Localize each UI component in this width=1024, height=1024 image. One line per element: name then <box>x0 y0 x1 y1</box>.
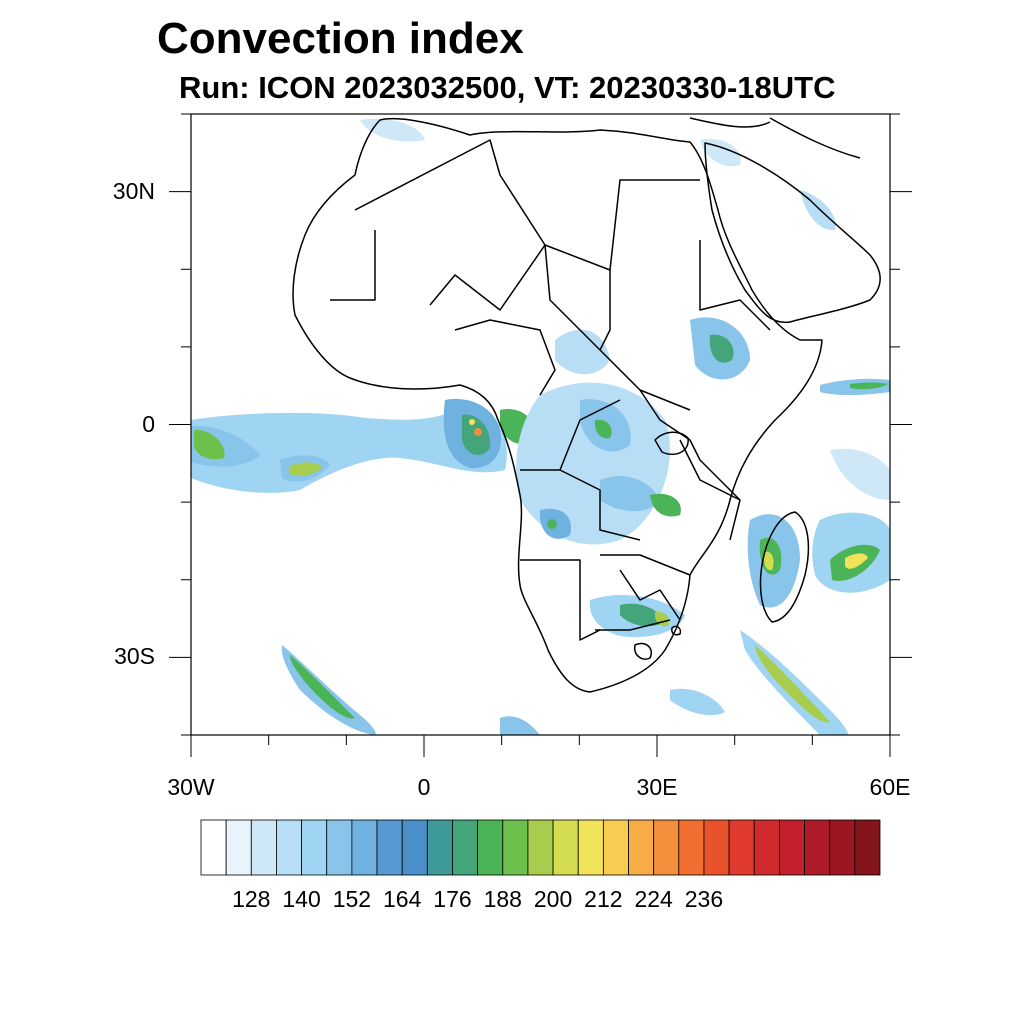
lon-tick-label: 30W <box>167 774 215 800</box>
colorbar-swatch <box>854 819 881 876</box>
colorbar-swatch <box>426 819 453 876</box>
africa-coastline <box>292 117 823 693</box>
colorbar-label: 236 <box>684 886 724 912</box>
colorbar-label: 176 <box>433 886 472 912</box>
colorbar-label: 128 <box>232 886 271 912</box>
map-subtitle: Run: ICON 2023032500, VT: 20230330-18UTC <box>179 70 836 105</box>
colorbar-swatch <box>527 819 554 876</box>
lon-tick-label: 30E <box>636 774 678 800</box>
arabia-coastline <box>704 142 881 324</box>
field-southwest-band <box>281 645 376 735</box>
colorbar-label: 188 <box>483 886 522 912</box>
colorbar-swatch <box>477 819 504 876</box>
colorbar-swatch <box>804 819 831 876</box>
colorbar-label: 200 <box>533 886 573 912</box>
field-atlantic-band <box>191 405 507 493</box>
colorbar-swatch <box>250 819 277 876</box>
lon-tick-label: 0 <box>417 774 431 800</box>
colorbar-swatch <box>829 819 856 876</box>
colorbar-swatch <box>678 819 705 876</box>
colorbar-swatch <box>728 819 755 876</box>
colorbar-swatch <box>351 819 378 876</box>
lat-tick-label: 30S <box>114 643 155 670</box>
colorbar-swatch <box>577 819 604 876</box>
colorbar-label: 212 <box>584 886 623 912</box>
colorbar-label: 224 <box>634 886 673 912</box>
colorbar-swatch <box>301 819 328 876</box>
convection-field <box>191 118 890 735</box>
axis-ticks <box>169 113 912 757</box>
lat-tick-label: 0 <box>142 410 155 437</box>
colorbar-swatch <box>200 819 227 876</box>
lat-tick-label: 30N <box>112 177 155 204</box>
colorbar-label: 152 <box>332 886 372 912</box>
colorbar-swatch <box>779 819 805 876</box>
colorbar-swatch <box>452 819 479 876</box>
colorbar-label: 140 <box>282 886 321 912</box>
colorbar-swatch <box>753 819 780 876</box>
field-southeast-band <box>740 630 849 735</box>
madagascar-coastline <box>759 511 810 623</box>
lon-tick-label: 60E <box>869 774 911 800</box>
colorbar-label: 164 <box>382 886 422 912</box>
colorbar-swatch <box>376 819 403 876</box>
colorbar-swatch <box>502 819 529 876</box>
coastlines-and-borders <box>292 117 881 693</box>
colorbar-swatch <box>653 819 680 876</box>
colorbar-swatch <box>225 819 252 876</box>
colorbar-swatch <box>628 819 655 876</box>
colorbar-swatch <box>326 819 353 876</box>
colorbar-swatch <box>703 819 730 876</box>
colorbar-swatch <box>602 819 629 876</box>
colorbar-swatch <box>552 819 579 876</box>
colorbar-swatch <box>276 819 302 876</box>
colorbar <box>200 819 881 876</box>
map-title: Convection index <box>157 14 524 63</box>
colorbar-swatch <box>401 819 428 876</box>
